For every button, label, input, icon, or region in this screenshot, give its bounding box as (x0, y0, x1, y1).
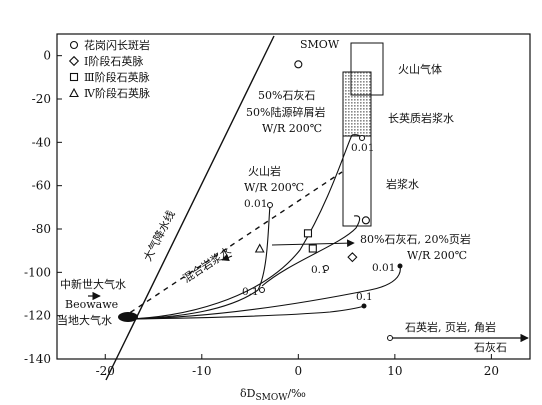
label-mix1-c: W/R 200℃ (262, 122, 322, 135)
curve-endpoint (267, 202, 273, 208)
beowawe-field (118, 312, 138, 322)
meteoric-water-line (105, 35, 275, 381)
wr-label: 0.01 (351, 142, 374, 154)
curve-volcanic (125, 204, 271, 320)
x-tick-label: 20 (484, 364, 499, 378)
data-points (254, 60, 370, 263)
curve-mix2 (125, 265, 401, 320)
legend-label: Ⅰ阶段石英脉 (84, 54, 143, 68)
region-felsic-magmatic-water (342, 71, 372, 137)
label-mix2-a: 80%石灰石, 20%页岩 (360, 232, 471, 246)
x-tick-label: -20 (96, 364, 115, 378)
y-tick-label: 0 (43, 49, 51, 63)
wr-label: 0.1 (356, 291, 373, 303)
mixed-water-dashed-line (121, 171, 343, 319)
y-tick-label: -60 (32, 179, 51, 193)
label-volcanic-gas-region: 火山气体 (398, 62, 442, 76)
curve-endpoint (387, 335, 393, 341)
curve-endpoint (259, 287, 265, 293)
label-volcanic-b: W/R 200℃ (244, 181, 304, 194)
x-axis-ticks: -20 -10 0 10 20 (96, 354, 499, 378)
curve-endpoint (397, 263, 403, 269)
label-local: 当地大气水 (57, 313, 112, 327)
legend-marker-triangle (69, 87, 79, 98)
y-tick-label: -40 (32, 135, 51, 149)
wr-label: 0.1 (242, 286, 259, 298)
curve-mix1 (125, 134, 353, 320)
label-limestone: 石灰石 (474, 340, 507, 354)
data-point-triangle (254, 243, 265, 253)
data-point-circle (294, 60, 303, 69)
curve-upper (261, 215, 361, 287)
x-tick-label: 10 (387, 364, 402, 378)
curve-endpoint (359, 135, 365, 141)
label-mix1-a: 50%石灰石 (258, 88, 315, 102)
label-magmatic-water: 岩浆水 (386, 177, 419, 191)
curve-endpoint (323, 265, 329, 271)
legend-marker-square (69, 72, 79, 82)
label-smow: SMOW (300, 38, 340, 51)
y-tick-label: -120 (24, 309, 51, 323)
wr-label: 0.01 (244, 198, 267, 210)
x-tick-label: 0 (295, 364, 303, 378)
y-tick-label: -140 (24, 352, 51, 366)
meteoric-line-label: 大气降水线 (140, 208, 177, 263)
curve-lower (125, 305, 365, 320)
x-tick-label: -10 (192, 364, 211, 378)
legend-label: Ⅲ阶段石英脉 (84, 70, 150, 84)
label-beowawe: Beowawe (65, 298, 118, 311)
y-tick-label: -100 (24, 265, 51, 279)
label-sedimentary: 石英岩, 页岩, 角岩 (405, 320, 496, 334)
legend-label: Ⅳ阶段石英脉 (84, 86, 150, 100)
mixed-water-label: 混合岩浆水 (180, 244, 234, 286)
data-point-circle (361, 216, 370, 225)
legend-marker-circle (69, 40, 79, 50)
plot-frame (56, 33, 531, 360)
region-volcanic-gas (350, 42, 384, 96)
legend-label: 花岗闪长斑岩 (84, 38, 150, 52)
data-point-diamond (347, 252, 358, 263)
x-axis-title: δDSMOW/‰ (240, 387, 306, 403)
label-felsic-magmatic-water: 长英质岩浆水 (388, 111, 454, 125)
curve-endpoint (361, 303, 367, 309)
y-tick-label: -80 (32, 222, 51, 236)
legend: 花岗闪长斑岩 Ⅰ阶段石英脉 Ⅲ阶段石英脉 Ⅳ阶段石英脉 (68, 38, 150, 100)
label-cenozoic: 中新世大气水 (60, 277, 126, 291)
data-point-square (303, 229, 313, 238)
data-point-square (308, 244, 317, 253)
arrow-mix-line (271, 239, 355, 248)
y-tick-label: -20 (32, 92, 51, 106)
wr-label: 0.01 (372, 262, 395, 274)
y-axis-ticks: 0 -20 -40 -60 -80 -100 -120 -140 (24, 49, 62, 366)
label-mix2-b: W/R 200℃ (407, 249, 467, 262)
label-mix1-b: 50%陆源碎屑岩 (246, 105, 325, 119)
legend-marker-diamond (68, 55, 80, 67)
arrow-upper-left (221, 253, 233, 262)
label-volcanic-a: 火山岩 (248, 164, 281, 178)
